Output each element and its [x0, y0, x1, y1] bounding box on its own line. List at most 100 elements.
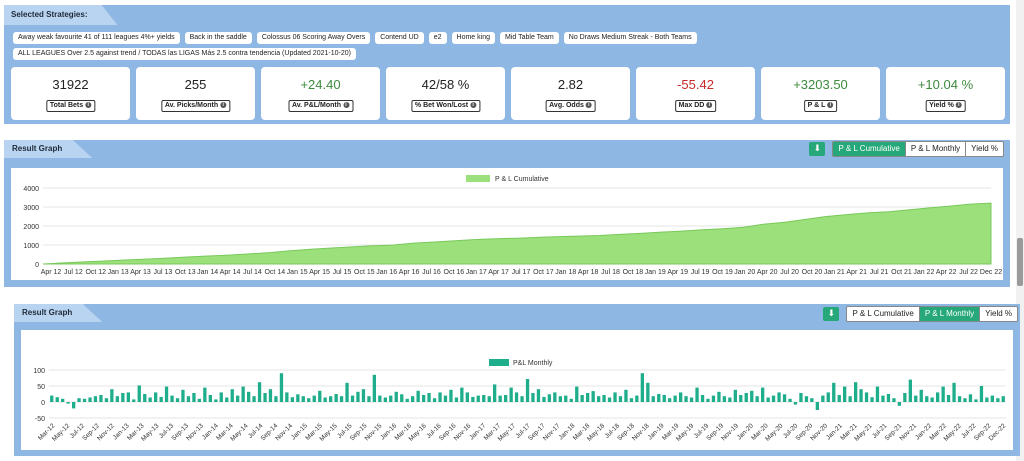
monthly-bar [914, 395, 918, 402]
monthly-bar [378, 395, 382, 402]
legend-swatch [466, 175, 490, 182]
strategy-chip: ALL LEAGUES Over 2.5 against trend / TOD… [13, 48, 356, 60]
monthly-bar [946, 395, 951, 402]
x-tick-label: Jul 19 [691, 269, 710, 276]
stat-label[interactable]: Max DD i [674, 100, 717, 112]
strategy-chip: No Draws Medium Streak - Both Teams [563, 32, 697, 44]
cumulative-button[interactable]: P & L Cumulative [847, 307, 919, 321]
yield-button[interactable]: Yield % [965, 142, 1003, 156]
monthly-bar [706, 398, 710, 402]
monthly-bar [225, 397, 229, 402]
stat-label-text: Av. Picks/Month [164, 102, 219, 109]
monthly-button[interactable]: P & L Monthly [904, 142, 966, 156]
monthly-bar [285, 392, 289, 402]
monthly-bar [383, 397, 387, 402]
stat-card: -55.42 Max DD i [636, 67, 755, 120]
monthly-bar [744, 393, 748, 402]
info-icon[interactable]: i [85, 102, 92, 109]
monthly-bar [1001, 396, 1005, 402]
monthly-bar [372, 374, 376, 402]
stat-label[interactable]: Av. P&L/Month i [288, 100, 353, 112]
monthly-bar [629, 398, 634, 402]
stat-value: 31922 [52, 77, 89, 92]
strategy-chip: Home king [451, 32, 495, 44]
selected-strategies-panel: Selected Strategies: Away weak favourite… [4, 5, 1010, 124]
page-scrollbar[interactable] [1016, 0, 1024, 461]
x-tick-label: Jan 13 [108, 269, 129, 276]
monthly-bar [804, 396, 809, 402]
stat-label[interactable]: Av. Picks/Month i [160, 100, 231, 112]
stat-label[interactable]: % Bet Won/Lost i [410, 100, 481, 112]
monthly-bar [854, 382, 858, 402]
strategy-chip: Back in the saddle [184, 32, 252, 44]
info-icon[interactable]: i [343, 102, 349, 109]
download-button[interactable]: ⬇ [809, 142, 826, 156]
info-icon[interactable]: i [955, 102, 962, 109]
monthly-bar [881, 395, 885, 402]
info-icon[interactable]: i [585, 102, 592, 109]
stat-label[interactable]: Avg. Odds i [545, 100, 596, 112]
monthly-bar [312, 395, 316, 402]
cumulative-area [42, 202, 992, 265]
stat-card: 255 Av. Picks/Month i [136, 67, 255, 120]
monthly-bar [236, 395, 240, 402]
monthly-bar [339, 396, 344, 402]
x-tick-label: Oct 19 [712, 269, 733, 276]
x-tick-label: Jul 14 [243, 269, 262, 276]
monthly-bar [564, 395, 568, 402]
x-tick-label: Apr 22 [936, 269, 957, 276]
y-tick-label: 4000 [23, 186, 39, 193]
graph-toolbar: ⬇ P & L Cumulative P & L Monthly Yield % [823, 306, 1018, 322]
monthly-bar [793, 402, 798, 405]
x-tick-label: Oct 14 [264, 269, 285, 276]
stat-card: +10.04 % Yield % i [886, 67, 1005, 120]
x-tick-label: Jul 12 [64, 269, 83, 276]
monthly-bar [717, 391, 721, 402]
monthly-button[interactable]: P & L Monthly [918, 307, 980, 321]
monthly-bar [99, 395, 103, 402]
monthly-bar [197, 398, 201, 402]
info-icon[interactable]: i [220, 102, 227, 109]
stat-value: 2.82 [557, 77, 584, 92]
x-tick-label: Oct 17 [533, 269, 554, 276]
monthly-bar [799, 393, 803, 402]
monthly-bar [586, 393, 590, 402]
legend-label: P&L Monthly [513, 360, 553, 367]
download-button[interactable]: ⬇ [823, 307, 840, 321]
monthly-bar [607, 397, 612, 402]
stat-card: +24.40 Av. P&L/Month i [261, 67, 380, 120]
monthly-bar [61, 398, 65, 402]
monthly-bar [230, 389, 234, 402]
monthly-bar [487, 396, 491, 402]
graph-toolbar: ⬇ P & L Cumulative P & L Monthly Yield % [809, 141, 1004, 157]
monthly-bar [143, 394, 147, 402]
monthly-bar [203, 387, 207, 402]
scrollbar-thumb[interactable] [1017, 238, 1023, 286]
x-tick-label: Oct 15 [354, 269, 375, 276]
stat-value: +10.04 % [917, 77, 974, 92]
monthly-bar [569, 398, 573, 402]
monthly-bar [279, 373, 284, 402]
stat-label[interactable]: Yield % i [925, 100, 966, 112]
monthly-bar [88, 397, 92, 402]
cumulative-chart-area: 0 1000 2000 3000 4000 Apr 12 Jul 12 Oct 12 Jan 1… [11, 168, 1003, 280]
monthly-bar [739, 395, 743, 402]
strategy-chip: Away weak favourite 41 of 111 leagues 4%… [13, 32, 180, 44]
info-icon[interactable]: i [706, 102, 713, 109]
monthly-bar [465, 392, 469, 402]
cumulative-button[interactable]: P & L Cumulative [833, 142, 905, 156]
monthly-bar [985, 397, 989, 402]
monthly-bar [334, 394, 338, 402]
x-tick-label: Apr 18 [578, 269, 599, 276]
yield-button[interactable]: Yield % [979, 307, 1017, 321]
info-icon[interactable]: i [827, 102, 834, 109]
monthly-bar [870, 397, 874, 402]
info-icon[interactable]: i [470, 102, 477, 109]
stat-label[interactable]: Total Bets i [45, 100, 96, 112]
monthly-bar [504, 395, 508, 402]
x-tick-label: Apr 16 [399, 269, 420, 276]
monthly-bar [711, 395, 716, 402]
monthly-bar [886, 394, 891, 402]
